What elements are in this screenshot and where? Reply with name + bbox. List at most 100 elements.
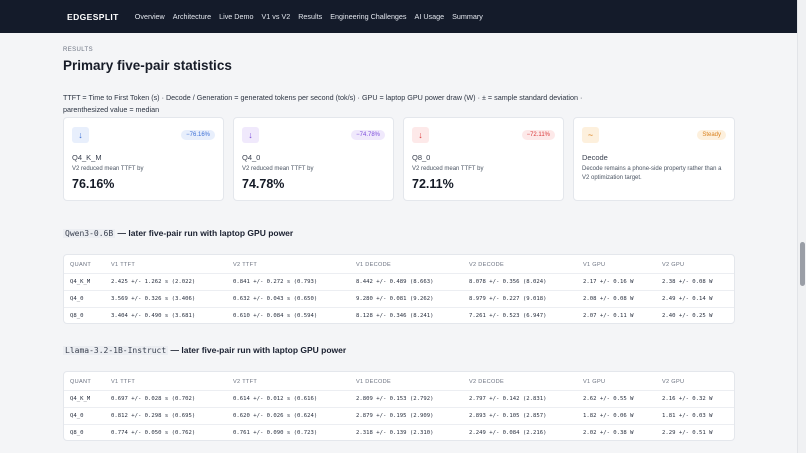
cell-v2-gpu: 2.49 +/- 0.14 W [662,296,713,302]
table-heading-qwen: Qwen3-0.6B — later five-pair run with la… [63,228,293,238]
brand-logo[interactable]: EDGESPLIT [67,11,119,22]
tilde-icon: ~ [582,127,599,143]
cell-v1-gpu: 2.02 +/- 0.38 W [583,430,634,436]
cell-v2-ttft: 0.610 +/- 0.084 s (0.594) [233,313,318,319]
column-header: V2 DECODE [469,379,505,385]
cell-v2-gpu: 1.81 +/- 0.03 W [662,413,713,419]
nav-link-summary[interactable]: Summary [452,12,483,21]
results-table-qwen: QUANT V1 TTFT V2 TTFT V1 DECODE V2 DECOD… [63,254,735,324]
column-header: V1 DECODE [356,262,392,268]
cell-v1-decode: 2.318 +/- 0.139 (2.310) [356,430,434,436]
page-scrollbar[interactable] [797,0,806,453]
cell-v2-gpu: 2.16 +/- 0.32 W [662,396,713,402]
model-name: Llama-3.2-1B-Instruct [63,346,169,355]
nav-link-architecture[interactable]: Architecture [172,12,212,21]
column-header: V2 DECODE [469,262,505,268]
cell-v2-decode: 7.261 +/- 0.523 (6.947) [469,313,547,319]
column-header: V1 DECODE [356,379,392,385]
cell-quant: Q8_0 [70,430,84,436]
change-badge: −76.16% [181,130,215,140]
table-row: Q8_0 0.774 +/- 0.050 s (0.762) 0.761 +/-… [64,424,734,441]
results-table-llama: QUANT V1 TTFT V2 TTFT V1 DECODE V2 DECOD… [63,371,735,441]
cell-v1-ttft: 0.697 +/- 0.028 s (0.702) [111,396,196,402]
card-name: Q4_K_M [72,153,102,162]
column-header: V1 TTFT [111,379,136,385]
cell-quant: Q4_K_M [70,279,91,285]
card-label: V2 reduced mean TTFT by [242,166,314,172]
section-eyebrow: RESULTS [63,47,94,53]
cell-v2-gpu: 2.29 +/- 0.51 W [662,430,713,436]
cell-v1-ttft: 3.569 +/- 0.326 s (3.406) [111,296,196,302]
table-heading-suffix: — later five-pair run with laptop GPU po… [168,345,347,355]
cell-quant: Q4_0 [70,413,84,419]
cell-v2-decode: 8.078 +/- 0.356 (8.024) [469,279,547,285]
nav-link-ai-usage[interactable]: AI Usage [414,12,445,21]
column-header: V2 TTFT [233,379,258,385]
change-badge: −74.78% [351,130,385,140]
column-header: V1 GPU [583,262,606,268]
cell-v2-gpu: 2.40 +/- 0.25 W [662,313,713,319]
column-header: V2 GPU [662,379,685,385]
status-badge: Steady [697,130,726,140]
column-header: QUANT [70,379,92,385]
cell-v1-ttft: 0.774 +/- 0.050 s (0.762) [111,430,196,436]
cell-v1-decode: 8.442 +/- 0.489 (8.663) [356,279,434,285]
cell-v2-ttft: 0.841 +/- 0.272 s (0.793) [233,279,318,285]
stat-card-q8-0: ↓ −72.11% Q8_0 V2 reduced mean TTFT by 7… [403,117,564,201]
nav-link-live-demo[interactable]: Live Demo [219,12,254,21]
change-badge: −72.11% [521,130,555,140]
nav-link-engineering-challenges[interactable]: Engineering Challenges [330,12,407,21]
table-row: Q4_K_M 2.425 +/- 1.262 s (2.022) 0.841 +… [64,273,734,290]
stat-card-q4-k-m: ↓ −76.16% Q4_K_M V2 reduced mean TTFT by… [63,117,224,201]
card-value: 72.11% [412,177,454,191]
cell-v2-ttft: 0.761 +/- 0.090 s (0.723) [233,430,318,436]
cell-v1-decode: 9.280 +/- 0.081 (9.262) [356,296,434,302]
top-navbar: EDGESPLIT Overview Architecture Live Dem… [0,0,797,33]
cell-v1-gpu: 2.62 +/- 0.55 W [583,396,634,402]
arrow-down-icon: ↓ [412,127,429,143]
table-heading-suffix: — later five-pair run with laptop GPU po… [115,228,294,238]
scrollbar-thumb[interactable] [800,242,805,286]
model-name: Qwen3-0.6B [63,229,116,238]
cell-quant: Q4_K_M [70,396,91,402]
cell-quant: Q8_0 [70,313,84,319]
cell-v1-gpu: 1.82 +/- 0.06 W [583,413,634,419]
cell-v2-ttft: 0.614 +/- 0.012 s (0.616) [233,396,318,402]
nav-link-overview[interactable]: Overview [134,12,165,21]
card-note: Decode remains a phone-side property rat… [582,166,722,181]
cell-v1-decode: 2.879 +/- 0.195 (2.909) [356,413,434,419]
table-header-row: QUANT V1 TTFT V2 TTFT V1 DECODE V2 DECOD… [64,255,734,272]
cell-v1-decode: 2.809 +/- 0.153 (2.792) [356,396,434,402]
cell-v1-gpu: 2.07 +/- 0.11 W [583,313,634,319]
cell-v2-decode: 2.893 +/- 0.105 (2.857) [469,413,547,419]
card-name: Decode [582,153,608,162]
table-row: Q4_0 0.812 +/- 0.298 s (0.695) 0.620 +/-… [64,407,734,424]
cell-v1-gpu: 2.08 +/- 0.08 W [583,296,634,302]
card-label: V2 reduced mean TTFT by [72,166,144,172]
column-header: V2 GPU [662,262,685,268]
cell-quant: Q4_0 [70,296,84,302]
arrow-down-icon: ↓ [72,127,89,143]
section-description: TTFT = Time to First Token (s) · Decode … [63,93,583,114]
table-row: Q4_0 3.569 +/- 0.326 s (3.406) 0.632 +/-… [64,290,734,307]
cell-v2-decode: 8.979 +/- 0.227 (9.018) [469,296,547,302]
column-header: V1 TTFT [111,262,136,268]
stat-card-q4-0: ↓ −74.78% Q4_0 V2 reduced mean TTFT by 7… [233,117,394,201]
nav-link-results[interactable]: Results [298,12,323,21]
cell-v2-ttft: 0.632 +/- 0.043 s (0.650) [233,296,318,302]
column-header: V2 TTFT [233,262,258,268]
column-header: QUANT [70,262,92,268]
table-header-row: QUANT V1 TTFT V2 TTFT V1 DECODE V2 DECOD… [64,372,734,389]
cell-v1-ttft: 2.425 +/- 1.262 s (2.022) [111,279,196,285]
table-row: Q8_0 3.404 +/- 0.490 s (3.681) 0.610 +/-… [64,307,734,324]
column-header: V1 GPU [583,379,606,385]
card-name: Q8_0 [412,153,431,162]
table-heading-llama: Llama-3.2-1B-Instruct — later five-pair … [63,345,346,355]
page-title: Primary five-pair statistics [63,58,232,73]
cell-v2-ttft: 0.620 +/- 0.026 s (0.624) [233,413,318,419]
nav-link-v1-vs-v2[interactable]: V1 vs V2 [261,12,291,21]
cell-v1-gpu: 2.17 +/- 0.16 W [583,279,634,285]
card-label: V2 reduced mean TTFT by [412,166,484,172]
cell-v2-gpu: 2.38 +/- 0.08 W [662,279,713,285]
card-name: Q4_0 [242,153,261,162]
